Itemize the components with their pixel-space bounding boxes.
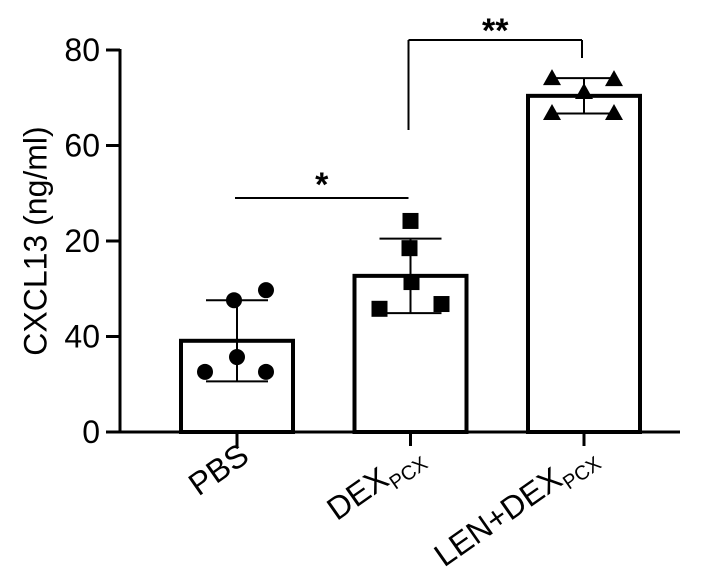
data-point [371,300,388,317]
data-point [402,212,419,229]
y-axis-label: CXCL13 (ng/ml) [17,126,53,355]
significance-label: ** [482,12,509,50]
x-tick-label: PBS [182,436,255,502]
significance-label: * [315,166,329,204]
y-tick-label: 40 [64,319,100,355]
data-point [226,292,242,309]
data-point [575,83,593,100]
category-name: LEN+DEX [427,460,568,573]
data-point [543,104,561,121]
x-tick-label: LEN+DEXPCX [427,436,605,573]
x-tick-label: DEXPCX [320,436,432,532]
y-tick-label: 80 [64,32,100,68]
data-point [258,282,274,299]
data-point [605,70,623,87]
y-tick-label: 0 [82,414,100,450]
data-point [197,363,213,380]
y-tick-label: 60 [64,128,100,164]
data-point [543,69,561,86]
y-tick-label: 20 [64,223,100,259]
data-point [229,349,245,366]
data-point [401,240,418,257]
data-point [258,363,274,380]
category-name: DEX [320,460,395,527]
category-name: PBS [182,436,255,502]
bar [526,93,642,434]
data-point [433,296,450,313]
data-point [403,274,420,291]
data-point [605,104,623,121]
